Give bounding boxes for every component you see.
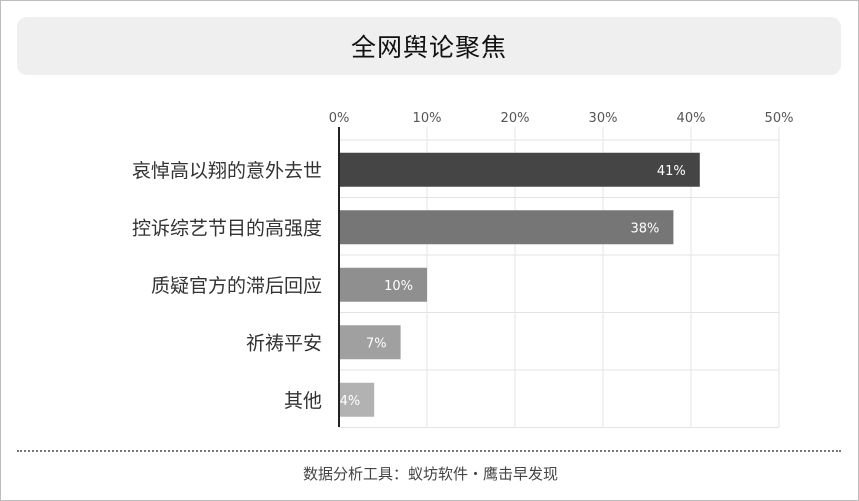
category-label: 控诉综艺节目的高强度	[132, 217, 322, 239]
category-label: 其他	[284, 390, 322, 412]
x-tick-label: 50%	[765, 111, 794, 126]
grid-lines	[339, 127, 780, 428]
x-tick-label: 10%	[413, 111, 442, 126]
bar	[339, 325, 401, 360]
bar-chart: 0% 10% 20% 30% 40% 50% 41% 38% 10% 7% 4% 哀悼高以翔的意外…	[132, 111, 794, 428]
bar-value-label: 4%	[340, 394, 361, 409]
bar	[339, 152, 700, 187]
footer-source: 数据分析工具：蚁坊软件・鹰击早发现	[302, 465, 558, 483]
category-label: 质疑官方的滞后回应	[151, 275, 322, 297]
bar	[339, 210, 674, 245]
bar	[339, 382, 375, 417]
chart-title: 全网舆论聚焦	[350, 33, 507, 62]
x-tick-label: 40%	[677, 111, 706, 126]
title-banner: 全网舆论聚焦	[17, 17, 841, 75]
x-tick-label: 0%	[329, 111, 350, 126]
category-label: 祈祷平安	[246, 332, 322, 354]
bar-value-label: 10%	[384, 279, 413, 294]
bar-value-label: 7%	[366, 336, 387, 351]
footer-divider	[17, 450, 841, 452]
x-tick-label: 30%	[589, 111, 618, 126]
category-label: 哀悼高以翔的意外去世	[132, 160, 322, 182]
bar-value-label: 41%	[657, 164, 686, 179]
bar-value-label: 38%	[630, 221, 659, 236]
x-axis-ticks: 0% 10% 20% 30% 40% 50%	[329, 111, 794, 126]
x-tick-label: 20%	[501, 111, 530, 126]
bars: 41% 38% 10% 7% 4%	[339, 152, 700, 417]
bar	[339, 267, 427, 302]
